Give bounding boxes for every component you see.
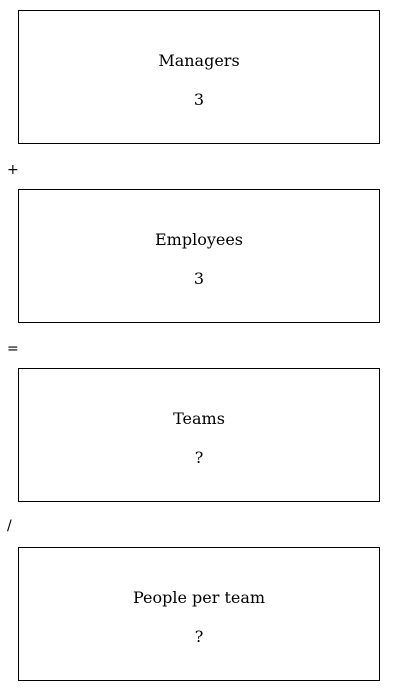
plus-operator: + — [7, 162, 19, 178]
teams-card: Teams ? — [18, 368, 380, 502]
card-value: 3 — [193, 269, 205, 288]
card-label: Employees — [154, 230, 244, 249]
employees-card: Employees 3 — [18, 189, 380, 323]
card-value: ? — [194, 448, 204, 467]
divide-operator: / — [7, 518, 12, 534]
people-per-team-card: People per team ? — [18, 547, 380, 681]
card-value: 3 — [193, 90, 205, 109]
card-label: Teams — [173, 409, 225, 428]
card-value: ? — [194, 627, 204, 646]
managers-card: Managers 3 — [18, 10, 380, 144]
card-label: Managers — [158, 51, 240, 70]
equals-operator: = — [7, 341, 19, 357]
card-label: People per team — [132, 588, 266, 607]
